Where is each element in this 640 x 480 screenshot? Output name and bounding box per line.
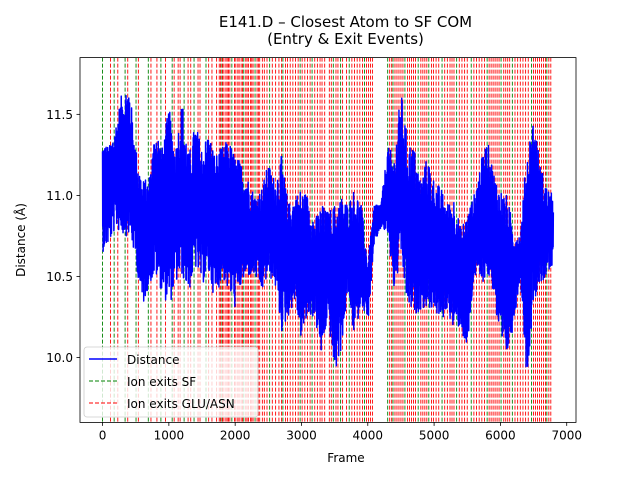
- x-tick-label-3: 3000: [286, 428, 317, 442]
- legend: Distance Ion exits SF Ion exits GLU/ASN: [83, 346, 259, 418]
- x-tick-label-7: 7000: [551, 428, 582, 442]
- y-tick-label-3: 11.5: [46, 108, 73, 122]
- x-axis-label: Frame: [327, 451, 364, 465]
- chart-title: E141.D – Closest Atom to SF COM: [219, 13, 472, 31]
- x-tick-label-5: 5000: [419, 428, 450, 442]
- legend-box: [83, 346, 259, 418]
- y-axis: 10.0 10.5 11.0 11.5: [46, 108, 80, 365]
- x-axis: 0 1000 2000 3000 4000 5000 6000 7000: [99, 422, 582, 442]
- x-tick-label-2: 2000: [220, 428, 251, 442]
- legend-label-exit-sf: Ion exits SF: [127, 375, 196, 389]
- y-tick-label-2: 11.0: [46, 189, 73, 203]
- legend-label-distance: Distance: [127, 353, 179, 367]
- plot-frame: [79, 57, 577, 423]
- y-axis-label: Distance (Å): [13, 203, 28, 277]
- x-tick-label-4: 4000: [353, 428, 384, 442]
- x-tick-label-1: 1000: [154, 428, 185, 442]
- x-tick-label-6: 6000: [485, 428, 516, 442]
- plot-area: [101, 57, 555, 423]
- x-tick-label-0: 0: [99, 428, 107, 442]
- y-tick-label-1: 10.5: [46, 270, 73, 284]
- y-tick-label-0: 10.0: [46, 351, 73, 365]
- legend-label-exit-glu: Ion exits GLU/ASN: [127, 397, 235, 411]
- distance-series-line: [101, 94, 555, 368]
- chart-subtitle: (Entry & Exit Events): [267, 30, 424, 48]
